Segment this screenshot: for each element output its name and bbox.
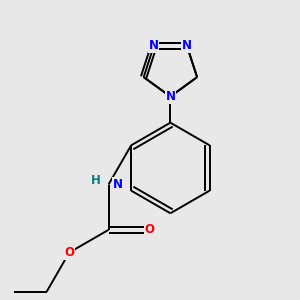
Text: N: N xyxy=(149,39,159,52)
Text: N: N xyxy=(113,178,123,191)
Text: O: O xyxy=(144,224,154,236)
Text: N: N xyxy=(182,39,192,52)
Text: H: H xyxy=(91,173,100,187)
Text: N: N xyxy=(165,90,176,103)
Text: O: O xyxy=(64,246,74,259)
